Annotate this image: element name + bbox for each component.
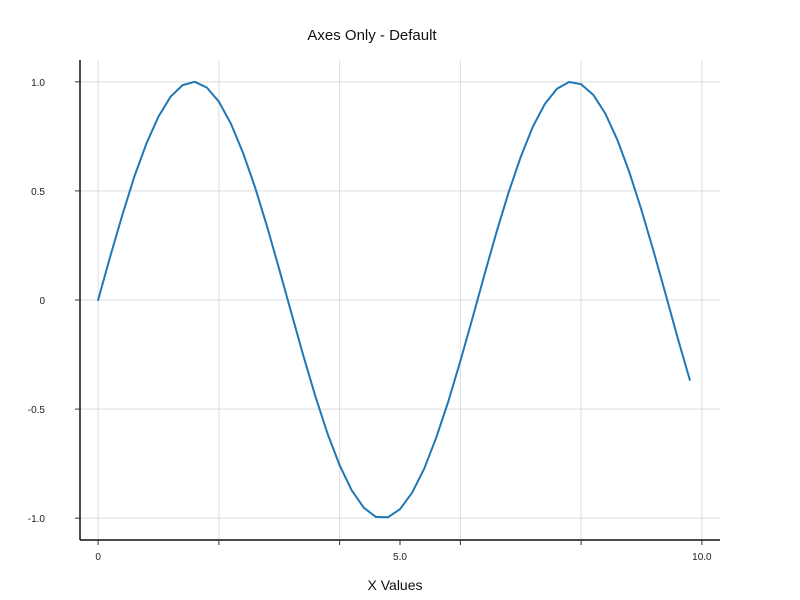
y-tick-label: 0.5 <box>31 187 45 198</box>
y-tick-label: -1.0 <box>28 514 46 525</box>
y-tick-label: 1.0 <box>31 78 45 89</box>
x-axis-label: X Values <box>368 577 423 593</box>
x-tick-label: 10.0 <box>692 552 712 563</box>
y-tick-label: -0.5 <box>28 405 46 416</box>
grid-lines <box>80 60 720 540</box>
series-line <box>97 80 691 519</box>
y-axis-ticks: 1.0 0.5 0 -0.5 -1.0 <box>28 78 80 525</box>
series-layer <box>97 80 691 519</box>
x-axis-ticks: 0 5.0 10.0 <box>95 540 712 563</box>
y-tick-label: 0 <box>39 296 45 307</box>
x-tick-label: 0 <box>95 552 101 563</box>
x-tick-label: 5.0 <box>393 552 407 563</box>
chart-title: Axes Only - Default <box>307 27 437 44</box>
